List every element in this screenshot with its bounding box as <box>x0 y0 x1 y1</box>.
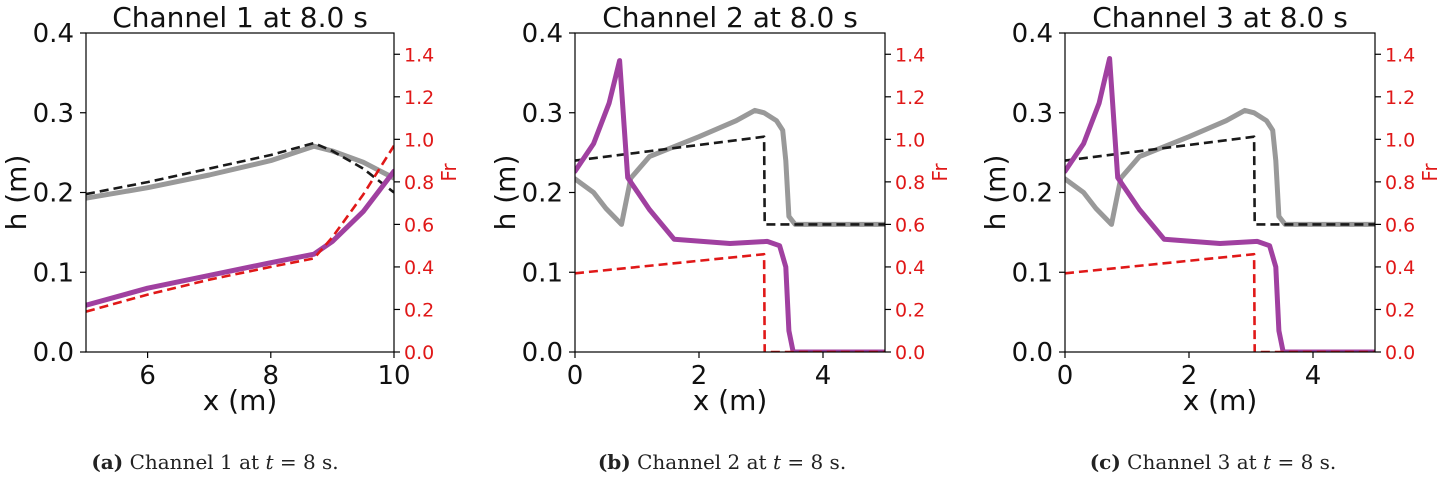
series-line-left-dashed <box>575 135 885 226</box>
y2-tick-label: 1.4 <box>404 44 434 66</box>
y-axis-label: h (m) <box>979 155 1012 231</box>
x-tick-label: 2 <box>691 361 708 391</box>
series-line-left-dashed <box>1065 135 1375 226</box>
y-tick-label: 0.4 <box>33 19 74 49</box>
y2-tick-label: 0.0 <box>404 342 434 364</box>
caption-a: (a) Channel 1 at t = 8 s. <box>91 450 339 474</box>
y-tick-label: 0.3 <box>1012 99 1053 129</box>
chart-panel-2: 0.0 0.1 0.2 0.3 0.4 0.0 0.2 0.4 0.6 0.8 1.0 1.2 1.4 0… <box>489 1 952 417</box>
y-tick-label: 0.2 <box>522 179 563 209</box>
y-tick-label: 0.4 <box>522 19 563 49</box>
x-tick-label: 10 <box>377 361 410 391</box>
x-axis-label: x (m) <box>1183 384 1258 417</box>
y2-tick-label: 1.0 <box>895 129 925 151</box>
y-tick-label: 0.0 <box>1012 338 1053 368</box>
y-axis-label: h (m) <box>0 155 33 231</box>
y2-tick-label: 0.2 <box>1385 299 1415 321</box>
y2-tick-label: 1.0 <box>404 129 434 151</box>
x-axis-label: x (m) <box>203 384 278 417</box>
y2-tick-label: 1.2 <box>1385 87 1415 109</box>
caption-b: (b) Channel 2 at t = 8 s. <box>597 450 847 474</box>
y2-tick-label: 0.0 <box>1385 342 1415 364</box>
y2-tick-label: 0.6 <box>895 214 925 236</box>
y2-tick-label: 1.2 <box>895 87 925 109</box>
series-line-left-dashed <box>86 141 394 196</box>
x-tick-label: 2 <box>1181 361 1198 391</box>
y2-tick-label: 0.6 <box>404 214 434 236</box>
x-tick-label: 6 <box>139 361 156 391</box>
y-tick-label: 0.1 <box>33 258 74 288</box>
x-tick-label: 8 <box>263 361 280 391</box>
chart-panel-3: 0.0 0.1 0.2 0.3 0.4 0.0 0.2 0.4 0.6 0.8 1.0 1.2 1.4 0… <box>979 1 1442 417</box>
y2-tick-label: 0.2 <box>895 299 925 321</box>
series-line-right-dashed <box>575 252 885 352</box>
y2-axis-label: Fr <box>1418 163 1442 182</box>
y2-tick-label: 0.4 <box>895 257 925 279</box>
chart-title: Channel 3 at 8.0 s <box>1092 1 1348 34</box>
y2-tick-label: 0.8 <box>1385 172 1415 194</box>
chart-panel-1: 0.0 0.1 0.2 0.3 0.4 0.0 0.2 0.4 0.6 0.8 1.0 1.2 1.4 6… <box>0 1 461 417</box>
y-tick-label: 0.3 <box>33 99 74 129</box>
y-tick-label: 0.2 <box>1012 179 1053 209</box>
y2-tick-label: 0.4 <box>404 257 434 279</box>
y2-tick-label: 1.0 <box>1385 129 1415 151</box>
y-tick-label: 0.4 <box>1012 19 1053 49</box>
y2-axis-label: Fr <box>437 163 461 182</box>
series-group <box>86 141 394 313</box>
caption-c: (c) Channel 3 at t = 8 s. <box>1089 450 1337 474</box>
series-line-left-solid <box>575 107 885 227</box>
y2-tick-label: 0.0 <box>895 342 925 364</box>
series-line-left-solid <box>1065 107 1375 227</box>
y2-axis-label: Fr <box>928 163 952 182</box>
y2-tick-label: 1.4 <box>1385 44 1415 66</box>
y-tick-label: 0.2 <box>33 179 74 209</box>
series-line-right-dashed <box>1065 252 1375 352</box>
y2-tick-label: 0.8 <box>404 172 434 194</box>
y-tick-label: 0.1 <box>1012 258 1053 288</box>
series-line-right-solid <box>86 168 394 308</box>
y-tick-label: 0.3 <box>522 99 563 129</box>
chart-title: Channel 2 at 8.0 s <box>602 1 858 34</box>
y2-tick-label: 0.8 <box>895 172 925 194</box>
y-tick-label: 0.0 <box>33 338 74 368</box>
x-axis-label: x (m) <box>693 384 768 417</box>
series-line-right-solid <box>1065 56 1375 352</box>
series-group <box>1065 56 1375 352</box>
series-line-left-solid <box>86 143 394 201</box>
series-group <box>575 58 885 352</box>
y2-tick-label: 1.2 <box>404 87 434 109</box>
chart-title: Channel 1 at 8.0 s <box>112 1 368 34</box>
y2-tick-label: 1.4 <box>895 44 925 66</box>
x-tick-label: 0 <box>1057 361 1074 391</box>
y2-tick-label: 0.6 <box>1385 214 1415 236</box>
series-line-right-solid <box>575 58 885 352</box>
y-axis-label: h (m) <box>489 155 522 231</box>
y-tick-label: 0.1 <box>522 258 563 288</box>
y-tick-label: 0.0 <box>522 338 563 368</box>
y2-tick-label: 0.2 <box>404 299 434 321</box>
y2-tick-label: 0.4 <box>1385 257 1415 279</box>
series-line-right-dashed <box>86 145 394 313</box>
x-tick-label: 4 <box>815 361 832 391</box>
x-tick-label: 0 <box>567 361 584 391</box>
x-tick-label: 4 <box>1305 361 1322 391</box>
